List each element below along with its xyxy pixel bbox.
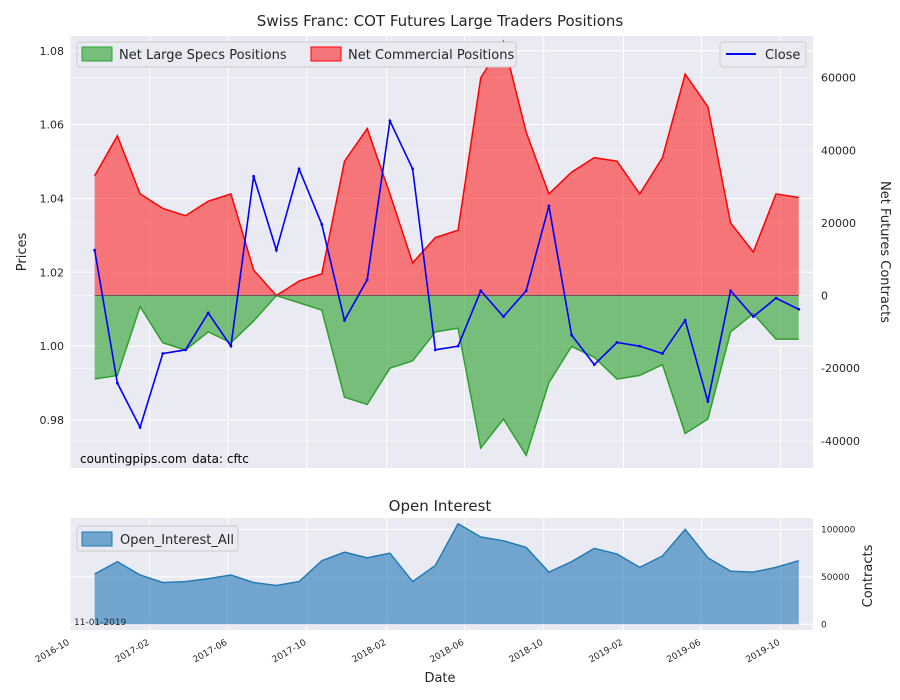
left-tick-label: 0.98	[40, 414, 65, 427]
close-price-point	[706, 400, 710, 403]
close-price-point	[229, 344, 233, 348]
right-tick-label: -20000	[821, 362, 860, 375]
legend-swatch-commercial	[310, 46, 342, 62]
bottom-area	[94, 522, 799, 625]
commercial-line	[94, 39, 799, 297]
close-price-point	[252, 174, 256, 178]
close-price-point	[797, 307, 801, 311]
close-legend: Close	[719, 41, 807, 68]
legend-label-close: Close	[765, 48, 800, 63]
x-tick-label: 2019-02	[587, 638, 625, 665]
close-price-point	[161, 352, 165, 355]
close-price-point	[683, 318, 687, 322]
left-tick-label: 1.04	[40, 192, 65, 205]
x-tick-label: 2016-10	[34, 638, 72, 666]
close-price-point	[93, 248, 97, 252]
oi-legend: Open_Interest_All	[76, 525, 239, 552]
right-tick-label: 40000	[821, 144, 856, 157]
close-price-point	[365, 278, 369, 282]
x-tick-label: 2017-10	[271, 638, 309, 666]
right-tick-label: 20000	[821, 217, 856, 230]
legend-label-specs: Net Large Specs Positions	[119, 48, 287, 63]
oi-legend-box	[76, 525, 239, 552]
close-price-point	[274, 248, 278, 252]
close-price-point	[138, 425, 142, 429]
specs-area	[94, 295, 799, 456]
x-tick-label: 2019-10	[744, 638, 782, 666]
legend-swatch-oi	[81, 531, 113, 547]
close-price-point	[479, 289, 483, 293]
top-chart-title: Swiss Franc: COT Futures Large Traders P…	[257, 12, 624, 30]
top-ticks: 0.98 1.00 1.02 1.04 1.06 1.08 -40000 -20000 0 200…	[40, 45, 860, 448]
close-price-point	[729, 289, 732, 293]
left-tick-label: 1.06	[40, 119, 65, 132]
open-interest-area	[94, 523, 799, 625]
close-price-point	[661, 352, 664, 355]
close-price-point	[411, 167, 415, 171]
left-tick-label: 1.00	[40, 340, 65, 353]
left-tick-label: 1.02	[40, 266, 65, 279]
close-price-point	[615, 341, 619, 344]
x-tick-label: 2018-10	[508, 638, 546, 666]
close-price-point	[206, 311, 210, 315]
open-interest-line	[94, 522, 799, 587]
specs-line	[94, 294, 799, 458]
legend-label-commercial: Net Commercial Positions	[348, 48, 514, 63]
close-price-point	[638, 344, 642, 348]
right-tick-label: -40000	[821, 435, 860, 448]
right-axis-label: Net Futures Contracts	[877, 181, 892, 323]
x-tick-label: 2017-02	[114, 638, 152, 665]
bottom-tick-label: 100000	[821, 525, 856, 535]
right-tick-label: 0	[821, 290, 828, 303]
left-axis-label: Prices	[15, 233, 30, 272]
left-tick-label: 1.08	[40, 45, 65, 58]
top-areas	[93, 39, 801, 458]
close-price-point	[320, 222, 324, 226]
right-tick-label: 60000	[821, 72, 856, 85]
bottom-tick-label: 0	[821, 620, 827, 630]
close-price-point	[388, 119, 392, 123]
close-price-point	[502, 315, 505, 319]
bottom-axis-label: Contracts	[861, 544, 876, 607]
x-axis-label: Date	[424, 671, 455, 686]
close-price-point	[774, 296, 778, 300]
close-price-point	[524, 289, 528, 293]
bottom-tick-label: 50000	[821, 573, 850, 583]
x-tick-label: 2019-06	[665, 638, 703, 666]
close-price-point	[343, 318, 346, 322]
legend-box	[76, 41, 517, 68]
top-legend: Net Large Specs Positions Net Commercial…	[76, 41, 517, 68]
bottom-chart-title: Open Interest	[389, 497, 492, 515]
source-note: countingpips.com	[80, 452, 187, 466]
x-tick-label: 2018-06	[428, 638, 466, 666]
close-price-point	[433, 348, 437, 352]
legend-swatch-specs	[81, 46, 113, 62]
close-price-point	[297, 167, 301, 171]
close-price-line	[93, 118, 800, 430]
close-price-point	[547, 204, 551, 208]
close-price-point	[115, 381, 119, 385]
legend-label-oi: Open_Interest_All	[120, 533, 234, 548]
x-tick-label: 2018-02	[351, 638, 389, 665]
commercial-area	[94, 41, 799, 296]
close-price-point	[592, 363, 596, 367]
close-legend-box	[719, 41, 807, 68]
date-footnote: 11-01-2019	[74, 618, 127, 628]
close-price-point	[570, 333, 574, 337]
data-note: data: cftc	[192, 452, 249, 466]
close-price-point	[456, 344, 460, 348]
close-price-point	[184, 348, 187, 352]
close-price-point	[751, 315, 755, 319]
x-tick-label: 2017-06	[192, 638, 230, 666]
